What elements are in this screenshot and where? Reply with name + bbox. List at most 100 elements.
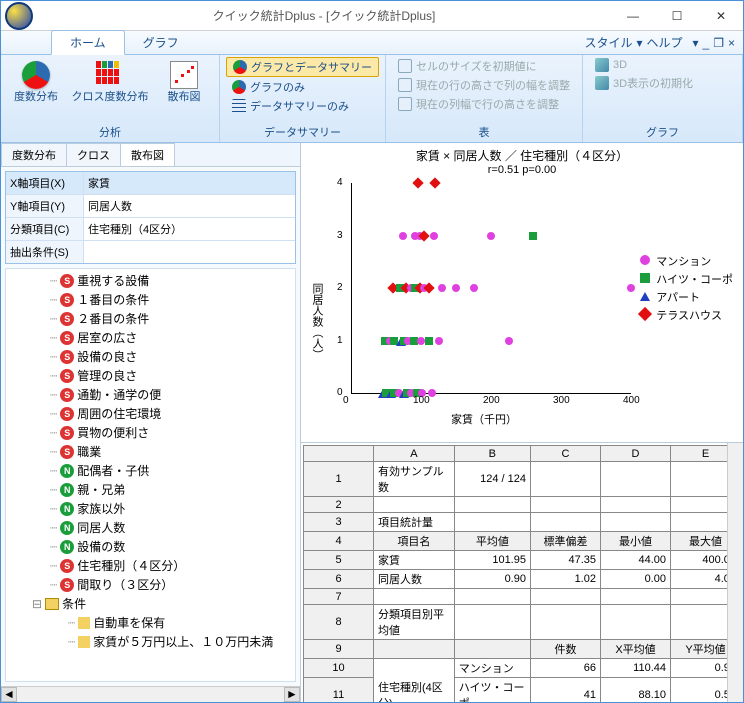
left-pane: 度数分布 クロス 散布図 X軸項目(X)家賃 Y軸項目(Y)同居人数 分類項目(… — [1, 143, 301, 702]
legend-item: アパート — [640, 289, 733, 305]
3d-button[interactable]: 3D — [589, 57, 699, 73]
tree-item[interactable]: ┈S通勤・通学の便 — [10, 385, 291, 404]
hscrollbar[interactable]: ◄► — [1, 686, 300, 702]
legend-item: ハイツ・コーポ — [640, 271, 733, 287]
tree-item[interactable]: ┈N配偶者・子供 — [10, 461, 291, 480]
data-point — [529, 232, 537, 240]
vscrollbar[interactable] — [727, 443, 743, 702]
folder-icon — [45, 598, 59, 610]
tree-cond-item[interactable]: ┈家賃が５万円以上、１０万円未満 — [10, 632, 291, 651]
tree-item[interactable]: ┈S居室の広さ — [10, 328, 291, 347]
tree-cond-item[interactable]: ┈自動車を保有 — [10, 613, 291, 632]
sub-tabstrip: 度数分布 クロス 散布図 — [1, 143, 300, 167]
ribbon-tab-home[interactable]: ホーム — [51, 30, 125, 55]
string-icon: S — [60, 445, 74, 459]
chart-title: 家賃 × 同居人数 ／ 住宅種別（４区分） — [301, 143, 743, 164]
string-icon: S — [60, 559, 74, 573]
plot-area — [351, 183, 631, 393]
row-col-adjust-button[interactable]: 現在の行の高さで列の幅を調整 — [392, 76, 576, 94]
param-c[interactable]: 分類項目(C)住宅種別（4区分） — [6, 218, 295, 241]
string-icon: S — [60, 331, 74, 345]
ribbon-group-summary: グラフとデータサマリー グラフのみ データサマリーのみ データサマリー — [220, 55, 386, 142]
subtab-scatter[interactable]: 散布図 — [120, 143, 175, 166]
group-label: データサマリー — [226, 123, 379, 142]
number-icon: N — [60, 540, 74, 554]
data-point — [452, 284, 460, 292]
field-tree[interactable]: ┈S重視する設備┈S１番目の条件┈S２番目の条件┈S居室の広さ┈S設備の良さ┈S… — [5, 268, 296, 682]
string-icon: S — [60, 350, 74, 364]
cell-reset-button[interactable]: セルのサイズを初期値に — [392, 57, 576, 75]
data-point — [425, 337, 433, 345]
group-label: 表 — [392, 123, 576, 142]
ribbon-tab-graph[interactable]: グラフ — [125, 31, 197, 54]
param-x[interactable]: X軸項目(X)家賃 — [6, 172, 295, 195]
mdi-close-icon[interactable]: × — [728, 36, 735, 50]
param-y[interactable]: Y軸項目(Y)同居人数 — [6, 195, 295, 218]
string-icon: S — [60, 426, 74, 440]
tree-item[interactable]: ┈N家族以外 — [10, 499, 291, 518]
string-icon: S — [60, 312, 74, 326]
cell-icon — [398, 97, 412, 111]
number-icon: N — [60, 483, 74, 497]
tree-item[interactable]: ┈N親・兄弟 — [10, 480, 291, 499]
scatter-button[interactable]: 散布図 — [155, 57, 213, 104]
maximize-button[interactable]: ☐ — [655, 2, 699, 30]
tree-item[interactable]: ┈S２番目の条件 — [10, 309, 291, 328]
tree-item[interactable]: ┈S１番目の条件 — [10, 290, 291, 309]
number-icon: N — [60, 521, 74, 535]
legend: マンションハイツ・コーポアパートテラスハウス — [640, 253, 733, 325]
param-s[interactable]: 抽出条件(S) — [6, 241, 295, 263]
data-point — [438, 284, 446, 292]
3d-reset-button[interactable]: 3D表示の初期化 — [589, 74, 699, 92]
minimize-button[interactable]: — — [611, 2, 655, 30]
tree-item[interactable]: ┈S管理の良さ — [10, 366, 291, 385]
tree-item[interactable]: ┈S住宅種別（４区分） — [10, 556, 291, 575]
tree-item[interactable]: ┈S間取り（３区分） — [10, 575, 291, 594]
subtab-freq[interactable]: 度数分布 — [1, 143, 67, 166]
x-axis-label: 家賃（千円） — [451, 411, 517, 427]
legend-item: テラスハウス — [640, 307, 733, 323]
app-icon[interactable] — [5, 2, 33, 30]
cube-icon — [595, 76, 609, 90]
app-window: クイック統計Dplus - [クイック統計Dplus] — ☐ ✕ ホーム グラ… — [0, 0, 744, 703]
tree-item[interactable]: ┈S周囲の住宅環境 — [10, 404, 291, 423]
string-icon: S — [60, 578, 74, 592]
col-row-adjust-button[interactable]: 現在の列幅で行の高さを調整 — [392, 95, 576, 113]
style-menu[interactable]: スタイル — [584, 34, 632, 51]
tree-item[interactable]: ┈S設備の良さ — [10, 347, 291, 366]
scatter-chart: 家賃 × 同居人数 ／ 住宅種別（４区分） r=0.51 p=0.00 同居人数… — [301, 143, 743, 443]
tree-item[interactable]: ┈S職業 — [10, 442, 291, 461]
tree-item[interactable]: ┈N設備の数 — [10, 537, 291, 556]
data-point — [470, 284, 478, 292]
subtab-cross[interactable]: クロス — [66, 143, 121, 166]
param-grid: X軸項目(X)家賃 Y軸項目(Y)同居人数 分類項目(C)住宅種別（4区分） 抽… — [5, 171, 296, 264]
tree-item[interactable]: ┈S重視する設備 — [10, 271, 291, 290]
close-button[interactable]: ✕ — [699, 2, 743, 30]
pie-icon — [232, 80, 246, 94]
string-icon: S — [60, 293, 74, 307]
tree-item[interactable]: ┈S買物の便利さ — [10, 423, 291, 442]
cross-freq-button[interactable]: クロス度数分布 — [71, 57, 149, 104]
titlebar: クイック統計Dplus - [クイック統計Dplus] — ☐ ✕ — [1, 1, 743, 31]
legend-item: マンション — [640, 253, 733, 269]
filter-icon — [78, 617, 90, 629]
mdi-restore-icon[interactable]: ❐ — [713, 36, 724, 50]
graph-only-button[interactable]: グラフのみ — [226, 78, 379, 96]
summary-only-button[interactable]: データサマリーのみ — [226, 97, 379, 115]
ribbon: 度数分布 クロス度数分布 散布図 分析 グラフとデータサマリー グラフのみ デー… — [1, 55, 743, 143]
help-menu[interactable]: ヘルプ — [646, 34, 682, 51]
ribbon-group-table: セルのサイズを初期値に 現在の行の高さで列の幅を調整 現在の列幅で行の高さを調整… — [386, 55, 583, 142]
chart-subtitle: r=0.51 p=0.00 — [301, 164, 743, 176]
freq-button[interactable]: 度数分布 — [7, 57, 65, 104]
number-icon: N — [60, 464, 74, 478]
data-point — [487, 232, 495, 240]
graph-and-summary-button[interactable]: グラフとデータサマリー — [226, 57, 379, 77]
data-sheet[interactable]: ABCDE1有効サンプル数124 / 12423項目統計量4項目名平均値標準偏差… — [301, 443, 743, 702]
tree-item[interactable]: ┈N同居人数 — [10, 518, 291, 537]
cell-icon — [398, 78, 412, 92]
data-point — [399, 232, 407, 240]
data-point — [429, 177, 440, 188]
pie-icon — [22, 61, 50, 89]
mdi-min-icon[interactable]: _ — [703, 36, 710, 50]
tree-folder-cond[interactable]: ⊟条件 — [10, 594, 291, 613]
